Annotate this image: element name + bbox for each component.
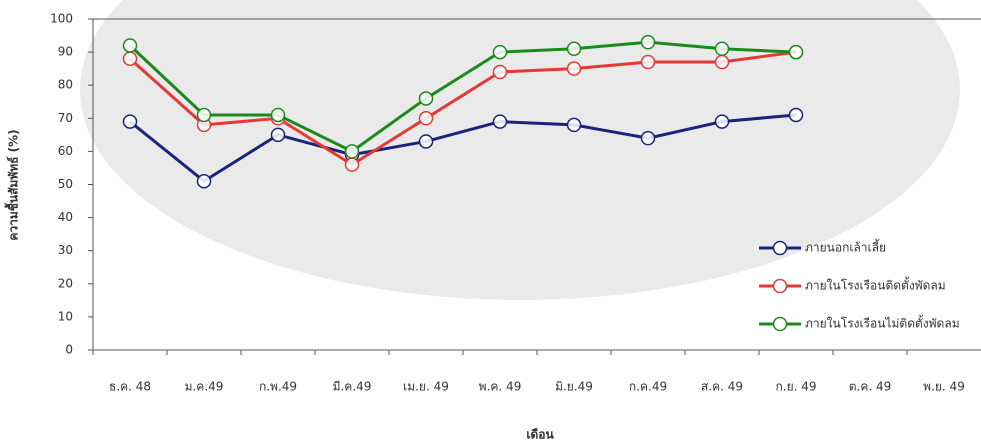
point [344, 157, 360, 172]
series-line [128, 50, 797, 167]
x-tick-label: มี.ค.49 [333, 380, 372, 394]
point [714, 54, 730, 70]
point [122, 38, 138, 53]
point [344, 144, 360, 159]
legend-label: ภายในโรงเรือนติดตั้งพัดลม [805, 277, 946, 293]
x-tick-label: ต.ค. 49 [849, 380, 892, 394]
point [714, 41, 730, 57]
x-tick-label: ก.ค.49 [629, 380, 667, 394]
point [196, 173, 212, 189]
x-tick-label: เม.ย. 49 [403, 380, 449, 394]
point [788, 44, 804, 60]
point [418, 134, 434, 149]
point [566, 41, 582, 57]
y-tick-label: 50 [58, 177, 73, 191]
series-line [128, 40, 797, 154]
point [418, 91, 434, 106]
point [714, 114, 730, 129]
y-tick-label: 80 [58, 78, 73, 92]
watermark [80, 0, 960, 300]
y-tick-label: 40 [58, 210, 73, 224]
point [492, 64, 508, 80]
point [196, 107, 212, 123]
point [640, 34, 656, 50]
point [566, 61, 582, 76]
x-tick-label: พ.ค. 49 [479, 380, 522, 394]
x-tick-label: ก.พ.49 [259, 380, 297, 394]
point [492, 114, 508, 129]
x-tick-label: มิ.ย.49 [555, 380, 593, 394]
y-tick-label: 30 [58, 243, 73, 257]
y-tick-label: 90 [58, 45, 73, 59]
point [640, 130, 656, 146]
legend-marker [772, 240, 788, 256]
point [270, 107, 286, 123]
y-tick-label: 60 [58, 144, 73, 158]
point [122, 51, 138, 66]
legend-marker [772, 316, 788, 332]
y-tick-label: 70 [58, 111, 73, 125]
series-line [129, 113, 797, 184]
y-tick-label: 0 [65, 343, 73, 357]
y-axis-title: ความชื้นสัมพัทธ์ (%) [4, 129, 21, 240]
x-tick-label: ส.ค. 49 [701, 380, 743, 394]
x-tick-label: ม.ค.49 [185, 380, 224, 394]
x-tick-label: พ.ย. 49 [923, 380, 965, 394]
point [270, 127, 286, 143]
legend-marker [772, 278, 788, 294]
x-tick-label: ธ.ค. 48 [109, 380, 151, 394]
legend-label: ภายนอกเล้าเลี้ย [805, 239, 886, 255]
x-axis-title: เดือน [526, 428, 554, 442]
point [566, 117, 582, 133]
point [640, 54, 656, 70]
point [418, 111, 434, 126]
point [492, 44, 508, 60]
x-tick-label: ก.ย. 49 [775, 380, 816, 394]
point [122, 114, 138, 129]
point [788, 107, 804, 123]
y-tick-label: 20 [58, 276, 73, 290]
y-tick-label: 100 [50, 12, 73, 26]
legend-label: ภายในโรงเรือนไม่ติดตั้งพัดลม [805, 315, 960, 331]
y-tick-label: 10 [58, 309, 73, 323]
